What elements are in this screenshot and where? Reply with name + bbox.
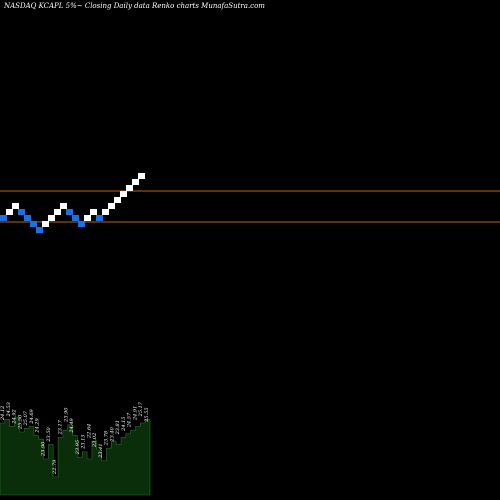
renko-brick-down	[24, 215, 31, 221]
price-label: 24.91	[133, 406, 139, 421]
price-label: 24.57	[127, 412, 133, 428]
price-label: 24.15	[121, 417, 127, 432]
price-label: 22.79	[52, 459, 58, 475]
renko-brick-up	[138, 173, 145, 179]
renko-bricks	[0, 173, 145, 233]
volume-fill	[0, 417, 151, 496]
price-label: 23.78	[104, 431, 110, 446]
price-label: 24.29	[35, 418, 41, 434]
price-label: 24.69	[29, 408, 35, 424]
renko-brick-up	[60, 203, 67, 209]
renko-brick-up	[102, 209, 109, 215]
price-label: 24.53	[6, 402, 12, 417]
price-label: 22.64	[86, 424, 92, 439]
renko-brick-up	[12, 203, 19, 209]
renko-brick-down	[72, 215, 79, 221]
chart-title: NASDAQ KCAPL 5%~ Closing Daily data Renk…	[4, 2, 265, 10]
price-label: 23.41	[98, 443, 104, 458]
price-label: 23.02	[92, 433, 98, 448]
renko-brick-up	[114, 197, 121, 203]
renko-brick-up	[6, 209, 13, 215]
renko-brick-down	[96, 215, 103, 221]
renko-brick-down	[66, 209, 73, 215]
price-label: 23.90	[63, 407, 69, 423]
renko-brick-up	[120, 191, 127, 197]
price-label: 23.50	[46, 426, 52, 442]
price-label: 23.17	[58, 419, 64, 435]
renko-brick-up	[42, 221, 49, 227]
renko-brick-down	[18, 209, 25, 215]
price-label: 23.95	[75, 440, 81, 455]
price-label: 23.40	[109, 426, 115, 442]
renko-brick-up	[132, 179, 139, 185]
price-label: 25.55	[144, 407, 150, 422]
price-label: 23.15	[81, 434, 87, 449]
price-label: 24.92	[12, 409, 18, 424]
price-label: 24.12	[0, 406, 6, 421]
renko-brick-up	[108, 203, 115, 209]
renko-brick-down	[78, 221, 85, 227]
volume-area	[0, 417, 151, 496]
price-label: 23.90	[40, 441, 46, 457]
price-label: 25.17	[138, 401, 144, 417]
renko-brick-down	[0, 215, 7, 221]
renko-brick-up	[54, 209, 61, 215]
price-label: 23.81	[115, 420, 121, 435]
renko-brick-up	[126, 185, 133, 191]
renko-brick-up	[90, 209, 97, 215]
price-label: 24.49	[69, 417, 75, 433]
renko-brick-up	[84, 215, 91, 221]
renko-brick-down	[30, 221, 37, 227]
renko-brick-up	[48, 215, 55, 221]
renko-brick-down	[36, 227, 43, 233]
price-label: 25.07	[23, 410, 29, 426]
price-label: 25.50	[17, 414, 23, 430]
